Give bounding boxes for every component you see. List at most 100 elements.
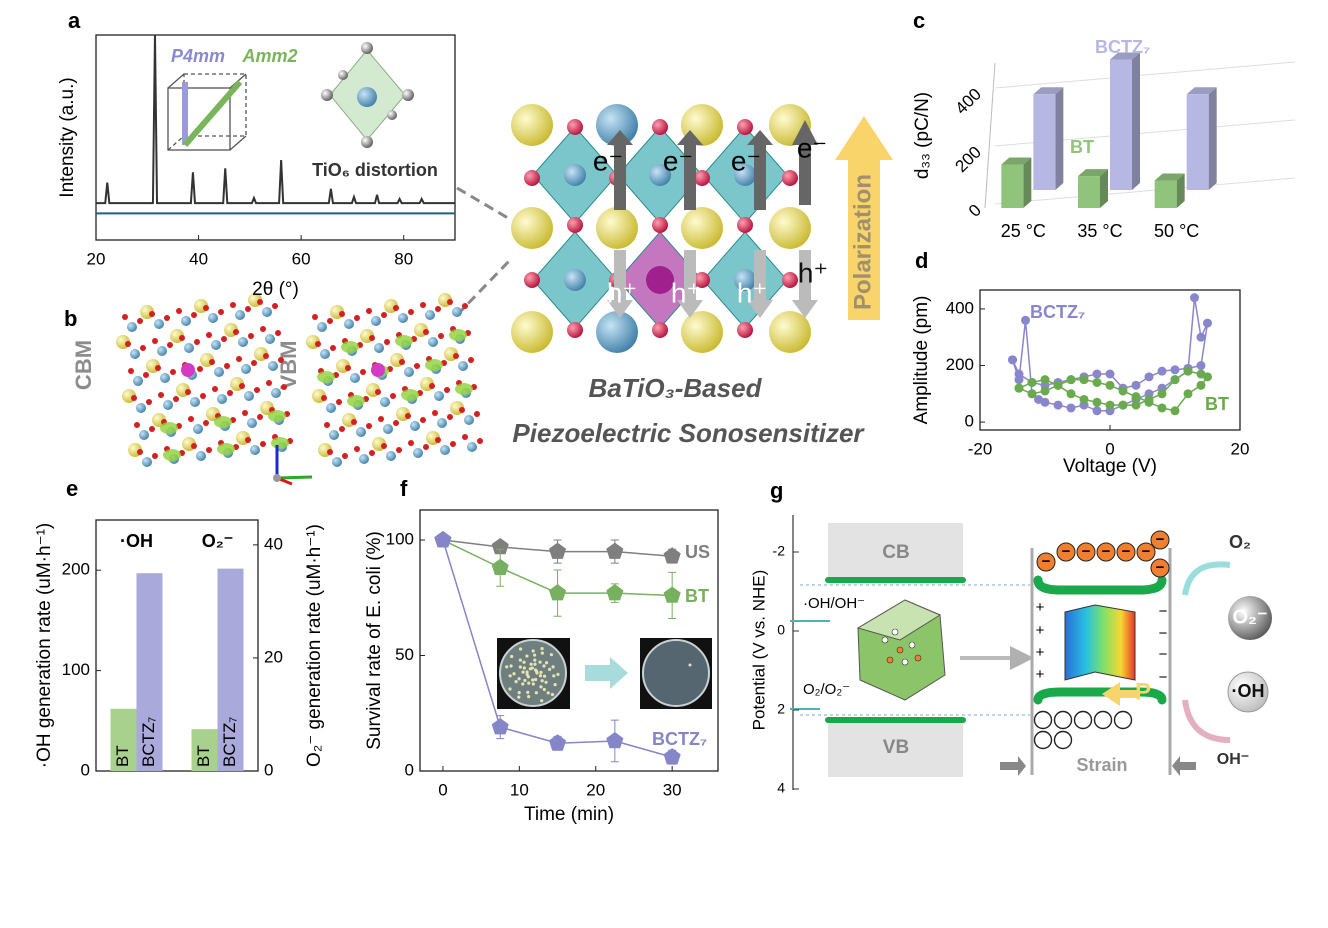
bar-label: BT <box>113 745 132 767</box>
series-label: BT <box>1205 394 1229 414</box>
atom <box>278 357 284 363</box>
band-label: CB <box>882 542 909 563</box>
atom <box>511 104 553 146</box>
x-axis-label: Time (min) <box>524 804 614 825</box>
atom <box>190 397 200 407</box>
marker <box>1157 403 1167 413</box>
atom <box>217 394 227 404</box>
charge: + <box>1036 599 1045 616</box>
y2-tick-label: 40 <box>264 534 283 553</box>
bar <box>1154 180 1177 208</box>
atom <box>564 164 586 186</box>
plot-frame <box>95 34 456 241</box>
atom <box>188 416 194 422</box>
electron <box>1076 542 1096 562</box>
atom <box>271 388 281 398</box>
atom <box>320 349 330 359</box>
hole <box>1093 710 1113 730</box>
marker <box>1092 397 1102 407</box>
electron <box>1116 542 1136 562</box>
atom <box>224 363 230 369</box>
title-line: Piezoelectric Sonosensitizer <box>512 418 865 448</box>
bar-side <box>1132 52 1140 190</box>
atom <box>381 443 387 449</box>
colony <box>688 663 692 667</box>
marker <box>548 584 567 601</box>
orbital <box>268 410 286 422</box>
marker <box>1027 377 1037 387</box>
colony <box>514 680 518 684</box>
atom <box>393 420 399 426</box>
colony <box>533 658 537 662</box>
orbital <box>214 416 232 428</box>
marker <box>1066 389 1076 399</box>
bar <box>110 708 137 771</box>
atom <box>567 119 583 135</box>
colony <box>540 679 544 683</box>
atom <box>130 349 140 359</box>
atom <box>458 361 468 371</box>
atom <box>524 272 540 288</box>
charge: − <box>1082 543 1091 560</box>
electron-label: e⁻ <box>797 132 827 163</box>
atom <box>511 311 553 353</box>
atom <box>160 373 170 383</box>
atom <box>208 313 218 323</box>
atom <box>149 426 155 432</box>
atom <box>769 311 811 353</box>
bar <box>191 729 218 771</box>
atom <box>646 266 674 294</box>
atom <box>447 299 453 305</box>
colony <box>529 662 533 666</box>
orbital <box>455 383 473 395</box>
atom <box>241 364 251 374</box>
atom <box>251 360 257 366</box>
atom <box>125 341 131 347</box>
charge: − <box>1159 669 1168 686</box>
species: ·OH <box>1232 681 1265 701</box>
atom <box>380 397 390 407</box>
carrier <box>886 656 894 664</box>
atom <box>194 339 200 345</box>
atom <box>193 424 203 434</box>
charge: − <box>1156 559 1165 576</box>
atom <box>462 303 468 309</box>
y-tick-label: 400 <box>946 298 974 317</box>
x-tick-label: -20 <box>968 439 993 458</box>
atom <box>350 373 360 383</box>
colony <box>526 690 530 694</box>
polarization-label: P <box>1135 678 1151 705</box>
atom <box>371 316 381 326</box>
atom <box>200 393 206 399</box>
atom <box>142 457 152 467</box>
atom <box>315 341 321 347</box>
atom <box>351 419 357 425</box>
charge: − <box>1159 603 1168 620</box>
y-tick-label: 200 <box>952 143 985 176</box>
atom <box>245 306 251 312</box>
atom <box>354 315 360 321</box>
hole <box>1033 730 1053 750</box>
category-label: ·OH <box>120 531 153 551</box>
arrow <box>747 130 773 210</box>
y-axis-label: Survival rate of E. coli (%) <box>364 531 385 750</box>
bar-top <box>1001 157 1032 165</box>
axis-line <box>984 62 996 209</box>
hole <box>1113 710 1133 730</box>
arrow <box>607 130 633 210</box>
atom <box>413 448 423 458</box>
charge: + <box>1036 622 1045 639</box>
arrow <box>747 250 773 318</box>
x-tick-label: 30 <box>663 780 682 799</box>
carrier <box>908 641 916 649</box>
atom <box>467 442 477 452</box>
hole <box>1053 710 1073 730</box>
x-tick-label: 50 °C <box>1154 221 1199 241</box>
y-tick-label: 50 <box>395 645 414 664</box>
crystal-structure: e⁻ e⁻ e⁻ e⁻ h⁺ h⁺ h⁺ h⁺ <box>511 104 828 353</box>
marker <box>1027 389 1037 399</box>
atom <box>152 453 158 459</box>
series-label: US <box>685 542 710 562</box>
atom <box>567 217 583 233</box>
series-label: BCTZ₇ <box>652 729 707 749</box>
